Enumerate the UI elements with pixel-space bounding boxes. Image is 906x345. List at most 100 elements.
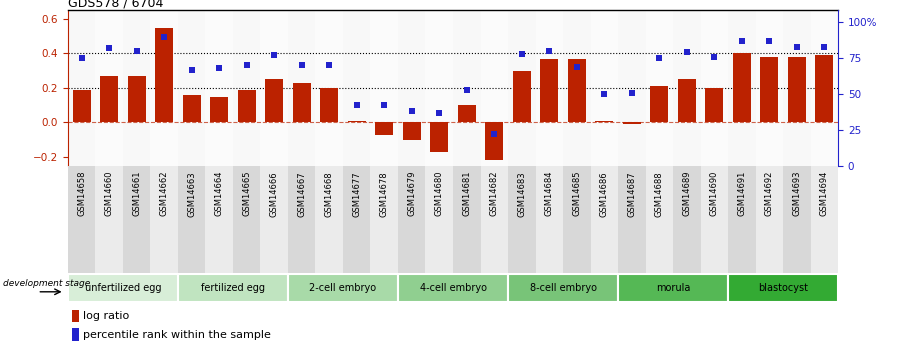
Bar <box>540 59 558 122</box>
Bar <box>206 166 233 273</box>
Bar <box>733 53 751 122</box>
Bar <box>206 10 233 166</box>
Bar <box>426 10 453 166</box>
Text: fertilized egg: fertilized egg <box>201 283 265 293</box>
Text: GSM14684: GSM14684 <box>545 171 554 216</box>
Bar <box>398 274 508 302</box>
Text: GSM14667: GSM14667 <box>297 171 306 217</box>
Bar <box>453 166 480 273</box>
Text: 2-cell embryo: 2-cell embryo <box>310 283 377 293</box>
Bar <box>788 57 805 122</box>
Point <box>487 131 502 137</box>
Bar <box>178 166 206 273</box>
Text: GSM14688: GSM14688 <box>655 171 664 217</box>
Point <box>707 54 721 59</box>
Text: GSM14660: GSM14660 <box>105 171 114 216</box>
Bar <box>101 76 118 122</box>
Text: GSM14687: GSM14687 <box>627 171 636 217</box>
Bar <box>72 328 79 341</box>
Bar <box>237 90 255 122</box>
Bar <box>760 57 778 122</box>
Bar <box>591 166 618 273</box>
Bar <box>535 10 563 166</box>
Text: GSM14679: GSM14679 <box>407 171 416 216</box>
Bar <box>618 274 728 302</box>
Bar <box>183 95 200 122</box>
Bar <box>426 166 453 273</box>
Text: log ratio: log ratio <box>82 311 129 321</box>
Bar <box>783 10 811 166</box>
Bar <box>651 86 669 122</box>
Bar <box>178 274 288 302</box>
Bar <box>700 166 728 273</box>
Bar <box>343 166 371 273</box>
Bar <box>315 10 343 166</box>
Text: GSM14665: GSM14665 <box>242 171 251 216</box>
Bar <box>288 166 315 273</box>
Bar <box>535 166 563 273</box>
Point <box>762 38 776 44</box>
Bar <box>486 122 503 160</box>
Point <box>239 62 254 68</box>
Bar <box>403 122 420 140</box>
Bar <box>700 10 728 166</box>
Bar <box>563 10 591 166</box>
Bar <box>265 79 284 122</box>
Bar <box>673 166 700 273</box>
Bar <box>123 10 150 166</box>
Point <box>130 48 144 54</box>
Bar <box>371 10 398 166</box>
Bar <box>591 10 618 166</box>
Bar <box>343 10 371 166</box>
Point <box>74 55 89 61</box>
Bar <box>155 28 173 122</box>
Point <box>789 44 804 49</box>
Bar <box>233 166 261 273</box>
Text: GSM14692: GSM14692 <box>765 171 774 216</box>
Text: morula: morula <box>656 283 690 293</box>
Bar <box>568 59 585 122</box>
Text: unfertilized egg: unfertilized egg <box>84 283 161 293</box>
Point <box>542 48 556 54</box>
Bar <box>150 10 178 166</box>
Bar <box>315 166 343 273</box>
Bar <box>95 166 123 273</box>
Point <box>735 38 749 44</box>
Text: GSM14661: GSM14661 <box>132 171 141 216</box>
Bar <box>68 10 95 166</box>
Bar <box>453 10 480 166</box>
Point <box>570 64 584 69</box>
Text: GSM14685: GSM14685 <box>573 171 582 216</box>
Bar <box>645 166 673 273</box>
Text: GSM14683: GSM14683 <box>517 171 526 217</box>
Text: GSM14662: GSM14662 <box>159 171 169 216</box>
Text: GSM14664: GSM14664 <box>215 171 224 216</box>
Bar <box>513 71 531 122</box>
Text: GSM14689: GSM14689 <box>682 171 691 216</box>
Point <box>157 34 171 39</box>
Bar <box>508 166 535 273</box>
Text: blastocyst: blastocyst <box>758 283 808 293</box>
Text: GDS578 / 6704: GDS578 / 6704 <box>68 0 163 9</box>
Point <box>350 103 364 108</box>
Bar <box>123 166 150 273</box>
Bar <box>756 166 783 273</box>
Bar <box>618 166 645 273</box>
Bar <box>288 10 315 166</box>
Bar <box>706 88 723 122</box>
Bar <box>811 166 838 273</box>
Text: GSM14666: GSM14666 <box>270 171 279 217</box>
Text: GSM14680: GSM14680 <box>435 171 444 216</box>
Text: GSM14658: GSM14658 <box>77 171 86 216</box>
Bar <box>348 121 366 122</box>
Point <box>377 103 391 108</box>
Text: GSM14678: GSM14678 <box>380 171 389 217</box>
Bar <box>95 10 123 166</box>
Bar <box>210 97 228 122</box>
Bar <box>261 10 288 166</box>
Bar <box>150 166 178 273</box>
Point <box>404 108 419 114</box>
Bar <box>398 10 426 166</box>
Point <box>459 87 474 92</box>
Text: 8-cell embryo: 8-cell embryo <box>529 283 596 293</box>
